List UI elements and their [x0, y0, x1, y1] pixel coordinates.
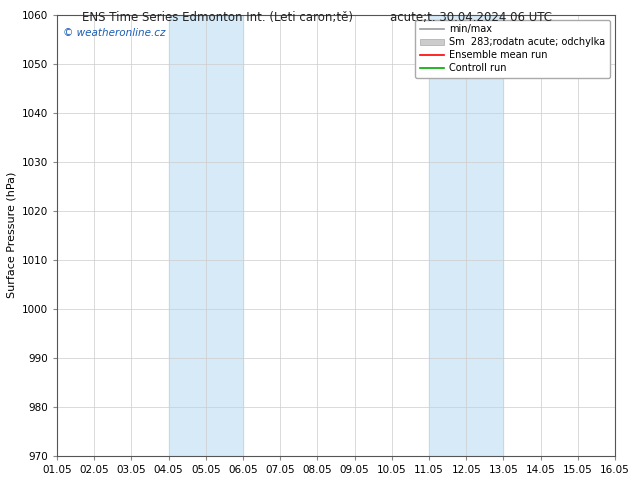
- Text: acute;t. 30.04.2024 06 UTC: acute;t. 30.04.2024 06 UTC: [389, 11, 552, 24]
- Bar: [169, 15, 243, 456]
- Y-axis label: Surface Pressure (hPa): Surface Pressure (hPa): [6, 172, 16, 298]
- Text: © weatheronline.cz: © weatheronline.cz: [63, 28, 165, 38]
- Bar: [429, 15, 503, 456]
- Text: ENS Time Series Edmonton Int. (Leti caron;tě): ENS Time Series Edmonton Int. (Leti caro…: [82, 11, 353, 24]
- Legend: min/max, Sm  283;rodatn acute; odchylka, Ensemble mean run, Controll run: min/max, Sm 283;rodatn acute; odchylka, …: [415, 20, 610, 78]
